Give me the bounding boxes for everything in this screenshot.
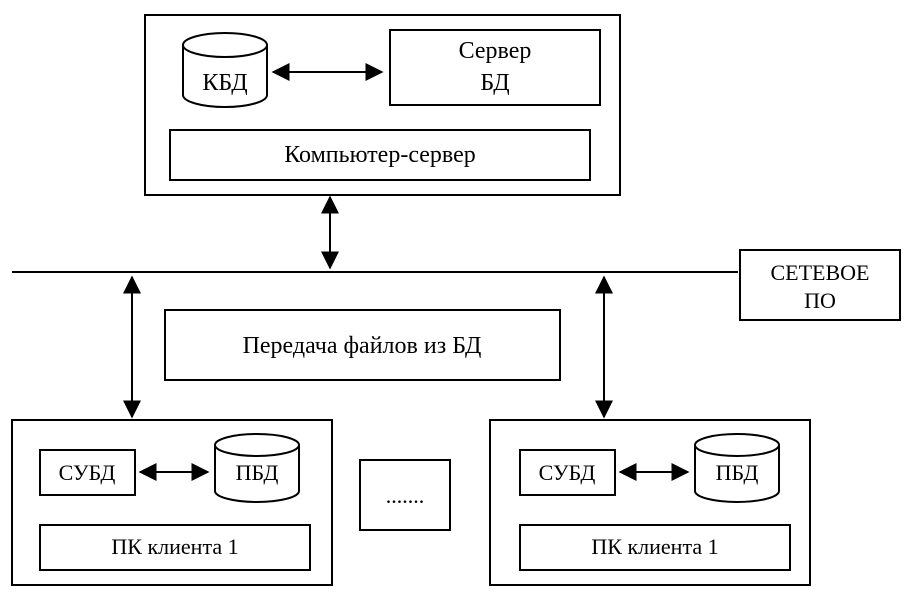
client2-pbd-cylinder: ПБД <box>695 434 779 502</box>
client2-pbd-top <box>695 434 779 456</box>
network-sw-label-1: СЕТЕВОЕ <box>771 260 870 285</box>
kbd-label: КБД <box>202 70 247 96</box>
db-server-label-1: Сервер <box>459 38 532 64</box>
client2-subd-label: СУБД <box>539 460 596 485</box>
client1-pc-label: ПК клиента 1 <box>111 534 238 559</box>
client1-pbd-top <box>215 434 299 456</box>
client2-pbd-label: ПБД <box>716 460 759 485</box>
file-transfer-label: Передача файлов из БД <box>243 333 482 359</box>
client1-pbd-cylinder: ПБД <box>215 434 299 502</box>
architecture-diagram: КБД Сервер БД Компьютер-сервер СЕТЕВОЕ П… <box>0 0 922 597</box>
client1-subd-label: СУБД <box>59 460 116 485</box>
ellipsis-label: ....... <box>386 483 425 508</box>
client2-pc-label: ПК клиента 1 <box>591 534 718 559</box>
kbd-top <box>183 33 267 57</box>
computer-server-label: Компьютер-сервер <box>284 142 476 168</box>
network-sw-label-2: ПО <box>804 288 836 313</box>
kbd-cylinder: КБД <box>183 33 267 107</box>
client1-pbd-label: ПБД <box>236 460 279 485</box>
db-server-label-2: БД <box>480 70 509 96</box>
